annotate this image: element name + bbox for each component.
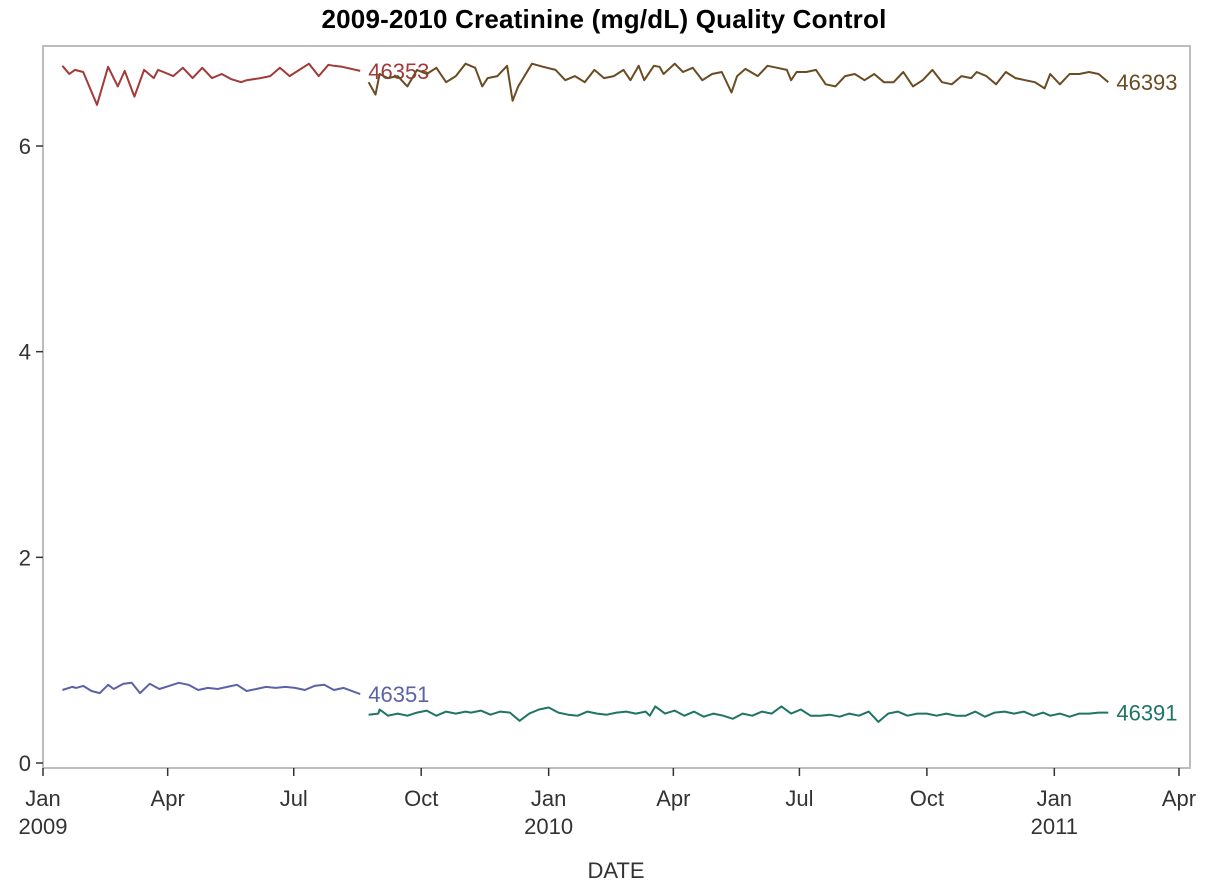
- series-line-46351: [62, 681, 361, 696]
- x-tick-label: Apr: [656, 786, 690, 811]
- series-line-46393: [367, 62, 1109, 102]
- x-tick-label: Jan: [531, 786, 566, 811]
- y-tick-label: 6: [19, 134, 31, 159]
- x-tick-label: Apr: [1162, 786, 1196, 811]
- x-tick-year-label: 2010: [524, 814, 573, 839]
- x-tick-year-label: 2009: [19, 814, 68, 839]
- plot-frame: [42, 45, 1191, 769]
- y-tick-label: 0: [19, 751, 31, 776]
- x-tick-label: Jan: [25, 786, 60, 811]
- x-tick-label: Oct: [910, 786, 944, 811]
- x-tick-label: Oct: [404, 786, 438, 811]
- x-tick-label: Jul: [785, 786, 813, 811]
- x-axis-label: DATE: [587, 858, 644, 883]
- series-label-46393: 46393: [1116, 70, 1177, 95]
- x-tick-label: Apr: [151, 786, 185, 811]
- y-tick-label: 2: [19, 545, 31, 570]
- series-label-46351: 46351: [368, 682, 429, 707]
- chart-title: 2009-2010 Creatinine (mg/dL) Quality Con…: [321, 4, 887, 34]
- y-tick-label: 4: [19, 340, 31, 365]
- x-tick-year-label: 2011: [1031, 814, 1078, 839]
- series-line-46391: [368, 705, 1109, 723]
- series-line-46353: [61, 62, 361, 106]
- x-tick-label: Jan: [1037, 786, 1072, 811]
- x-tick-label: Jul: [280, 786, 308, 811]
- series-label-46391: 46391: [1116, 701, 1177, 726]
